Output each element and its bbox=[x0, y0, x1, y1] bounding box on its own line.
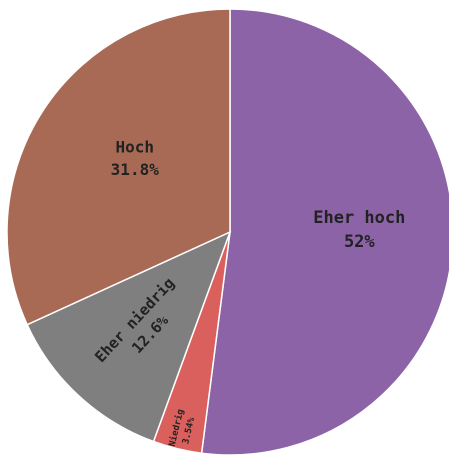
slice-value-label: 31.8% bbox=[111, 160, 160, 179]
pie-slice-eher-hoch bbox=[200, 8, 449, 456]
slices-layer bbox=[6, 8, 449, 456]
pie-slice-hoch bbox=[6, 8, 231, 326]
slice-label-eher-hoch: Eher hoch 52% bbox=[313, 208, 405, 252]
pie-slice-eher-niedrig bbox=[26, 230, 232, 443]
slice-value-label: 52% bbox=[344, 232, 375, 252]
slice-name-label: Eher hoch bbox=[313, 208, 405, 228]
slice-label-hoch: Hoch 31.8% bbox=[111, 138, 160, 179]
slice-name-label: Hoch bbox=[115, 138, 154, 157]
